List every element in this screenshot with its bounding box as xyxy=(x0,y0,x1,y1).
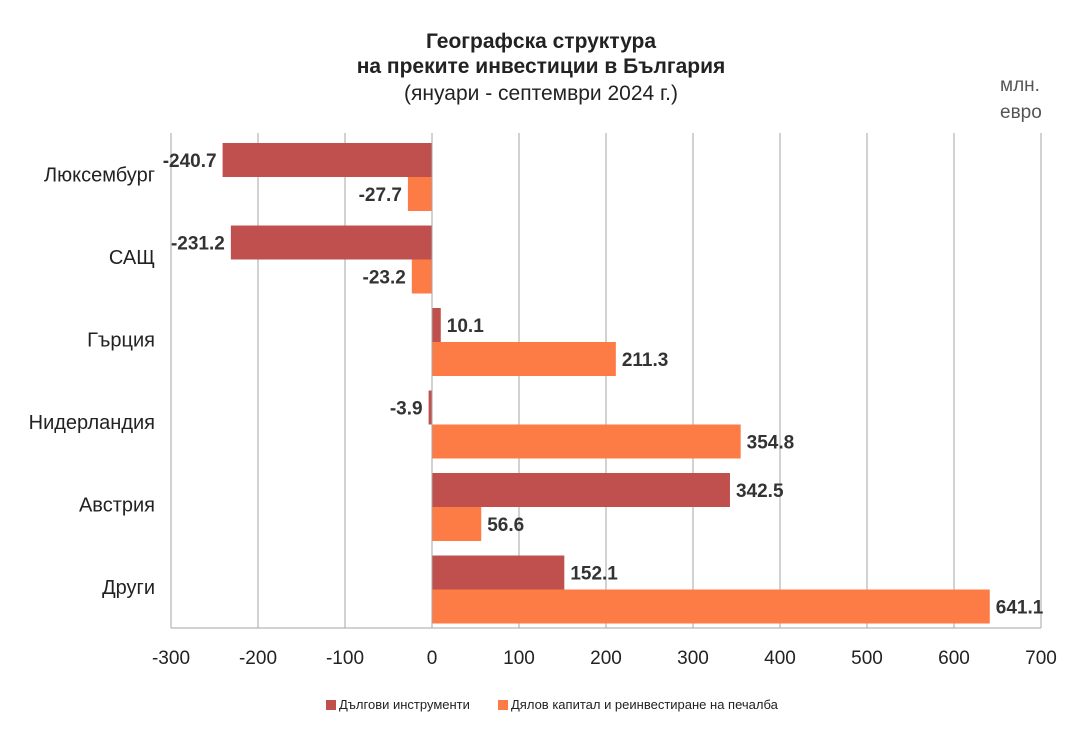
unit-label-line-2: евро xyxy=(1000,102,1042,123)
x-tick-label: 500 xyxy=(851,648,883,669)
category-label: Люксембург xyxy=(44,164,155,186)
x-tick-label: -200 xyxy=(239,648,277,669)
data-label: 342.5 xyxy=(736,481,784,502)
legend-label-equity: Дялов капитал и реинвестиране на печалба xyxy=(511,697,778,712)
bar-debt xyxy=(432,555,565,590)
data-label: 211.3 xyxy=(622,350,669,371)
legend-swatch-equity xyxy=(498,699,508,710)
unit-label: млн. евро xyxy=(1000,72,1042,126)
legend-swatch-debt xyxy=(326,699,336,710)
x-tick-label: 0 xyxy=(427,648,438,669)
data-label: 10.1 xyxy=(447,316,484,337)
category-label: Нидерландия xyxy=(29,412,155,434)
category-label: САЩ xyxy=(109,247,155,269)
x-tick-label: 600 xyxy=(938,648,970,669)
bar-equity xyxy=(432,507,482,541)
legend-item-equity: Дялов капитал и реинвестиране на печалба xyxy=(498,697,778,712)
x-tick-label: -300 xyxy=(152,648,190,669)
x-tick-label: 700 xyxy=(1025,648,1057,669)
chart-title-line-1: Географска структура xyxy=(425,30,657,53)
legend-item-debt: Дългови инструменти xyxy=(326,697,470,712)
data-label: 354.8 xyxy=(747,433,795,454)
bar-debt xyxy=(222,143,432,177)
data-label: -27.7 xyxy=(359,185,402,206)
bar-debt xyxy=(432,473,730,507)
bar-debt xyxy=(432,308,441,342)
x-tick-label: 300 xyxy=(677,648,709,669)
x-tick-label: 400 xyxy=(764,648,796,669)
data-label: 56.6 xyxy=(487,515,524,536)
data-label: 152.1 xyxy=(570,564,618,585)
bar-equity xyxy=(432,589,990,624)
x-tick-label: 200 xyxy=(590,648,622,669)
unit-label-line-1: млн. xyxy=(1000,75,1040,96)
bar-equity xyxy=(432,424,741,459)
data-label: 641.1 xyxy=(996,598,1044,619)
data-label: -3.9 xyxy=(390,399,423,420)
x-tick-label: 100 xyxy=(503,648,535,669)
category-label: Австрия xyxy=(79,494,155,516)
chart-subtitle: (януари - септември 2024 г.) xyxy=(404,82,678,105)
bar-equity xyxy=(432,342,616,376)
data-label: -231.2 xyxy=(171,234,225,255)
bar-equity xyxy=(411,259,432,294)
bar-debt xyxy=(428,390,432,425)
data-label: -240.7 xyxy=(163,151,217,172)
category-label: Гърция xyxy=(87,329,155,351)
data-label: -23.2 xyxy=(363,268,406,289)
x-tick-label: -100 xyxy=(326,648,364,669)
bar-debt xyxy=(230,225,432,260)
legend-label-debt: Дългови инструменти xyxy=(339,697,470,712)
chart-title-line-2: на преките инвестиции в България xyxy=(356,55,726,78)
category-label: Други xyxy=(102,577,155,599)
bar-equity xyxy=(407,177,432,211)
